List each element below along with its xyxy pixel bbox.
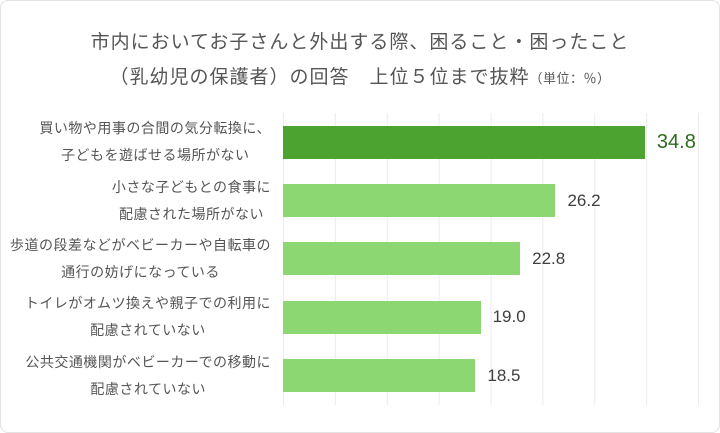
value-label: 26.2 xyxy=(567,190,601,210)
category-label-line-1: 歩道の段差などがベビーカーや自転車の xyxy=(10,236,271,253)
bar xyxy=(283,242,521,276)
category-label-line-2: 子どもを遊ばせる場所がない xyxy=(60,147,250,164)
category-label-line-2: 配慮されていない xyxy=(90,380,206,397)
category-label-line-1: 買い物や用事の合間の気分転換に、 xyxy=(39,120,271,137)
unit-label: （単位：％） xyxy=(529,71,611,86)
category-label-line-1: トイレがオムツ換えや親子での利用に xyxy=(24,295,271,312)
value-label: 22.8 xyxy=(532,248,566,268)
category-label-block: 買い物や用事の合間の気分転換に、 子どもを遊ばせる場所がない xyxy=(39,115,271,169)
category-label: 買い物や用事の合間の気分転換に、 子どもを遊ばせる場所がない xyxy=(1,115,283,169)
category-label-block: 公共交通機関がベビーカーでの移動に 配慮されていない xyxy=(25,349,271,403)
value-label: 19.0 xyxy=(492,307,526,327)
row-plot: 26.2 xyxy=(283,171,699,229)
category-label-line-2: 配慮された場所がない xyxy=(118,205,264,222)
chart-row: 買い物や用事の合間の気分転換に、 子どもを遊ばせる場所がない 34.8 xyxy=(1,113,719,171)
row-plot: 22.8 xyxy=(283,230,699,288)
category-label-line-2: 通行の妨げになっている xyxy=(61,263,220,280)
category-label: 小さな子どもとの食事に 配慮された場所がない xyxy=(1,174,283,228)
category-label: 公共交通機関がベビーカーでの移動に 配慮されていない xyxy=(1,349,283,403)
chart-title-line-1: 市内においてお子さんと外出する際、困ること・困ったこと xyxy=(90,32,630,53)
chart-title-line-2-main: （乳幼児の保護者）の回答 上位５位まで抜粋 xyxy=(109,67,530,88)
category-label: トイレがオムツ換えや親子での利用に 配慮されていない xyxy=(1,290,283,344)
category-label-line-1: 小さな子どもとの食事に xyxy=(111,178,271,195)
chart-row: 公共交通機関がベビーカーでの移動に 配慮されていない 18.5 xyxy=(1,347,719,405)
chart-title-line-2: （乳幼児の保護者）の回答 上位５位まで抜粋（単位：％） xyxy=(1,60,719,96)
chart-row: トイレがオムツ換えや親子での利用に 配慮されていない 19.0 xyxy=(1,288,719,346)
bar xyxy=(283,184,556,218)
category-label-block: トイレがオムツ換えや親子での利用に 配慮されていない xyxy=(25,290,271,344)
value-label: 34.8 xyxy=(656,130,696,153)
bar xyxy=(283,300,481,334)
category-label-block: 歩道の段差などがベビーカーや自転車の 通行の妨げになっている xyxy=(10,232,271,286)
chart-row: 歩道の段差などがベビーカーや自転車の 通行の妨げになっている 22.8 xyxy=(1,230,719,288)
category-label-line-1: 公共交通機関がベビーカーでの移動に xyxy=(25,353,271,370)
value-label: 18.5 xyxy=(487,365,521,385)
bar-chart: 買い物や用事の合間の気分転換に、 子どもを遊ばせる場所がない 34.8 小さな子… xyxy=(1,113,719,405)
row-plot: 18.5 xyxy=(283,347,699,405)
category-label-line-2: 配慮されていない xyxy=(90,322,206,339)
chart-title: 市内においてお子さんと外出する際、困ること・困ったこと （乳幼児の保護者）の回答… xyxy=(1,25,719,96)
chart-row: 小さな子どもとの食事に 配慮された場所がない 26.2 xyxy=(1,171,719,229)
bar xyxy=(283,125,645,159)
row-plot: 19.0 xyxy=(283,288,699,346)
category-label: 歩道の段差などがベビーカーや自転車の 通行の妨げになっている xyxy=(1,232,283,286)
bar xyxy=(283,359,476,393)
bar-rows: 買い物や用事の合間の気分転換に、 子どもを遊ばせる場所がない 34.8 小さな子… xyxy=(1,113,719,405)
category-label-block: 小さな子どもとの食事に 配慮された場所がない xyxy=(112,174,271,228)
row-plot: 34.8 xyxy=(283,113,699,171)
